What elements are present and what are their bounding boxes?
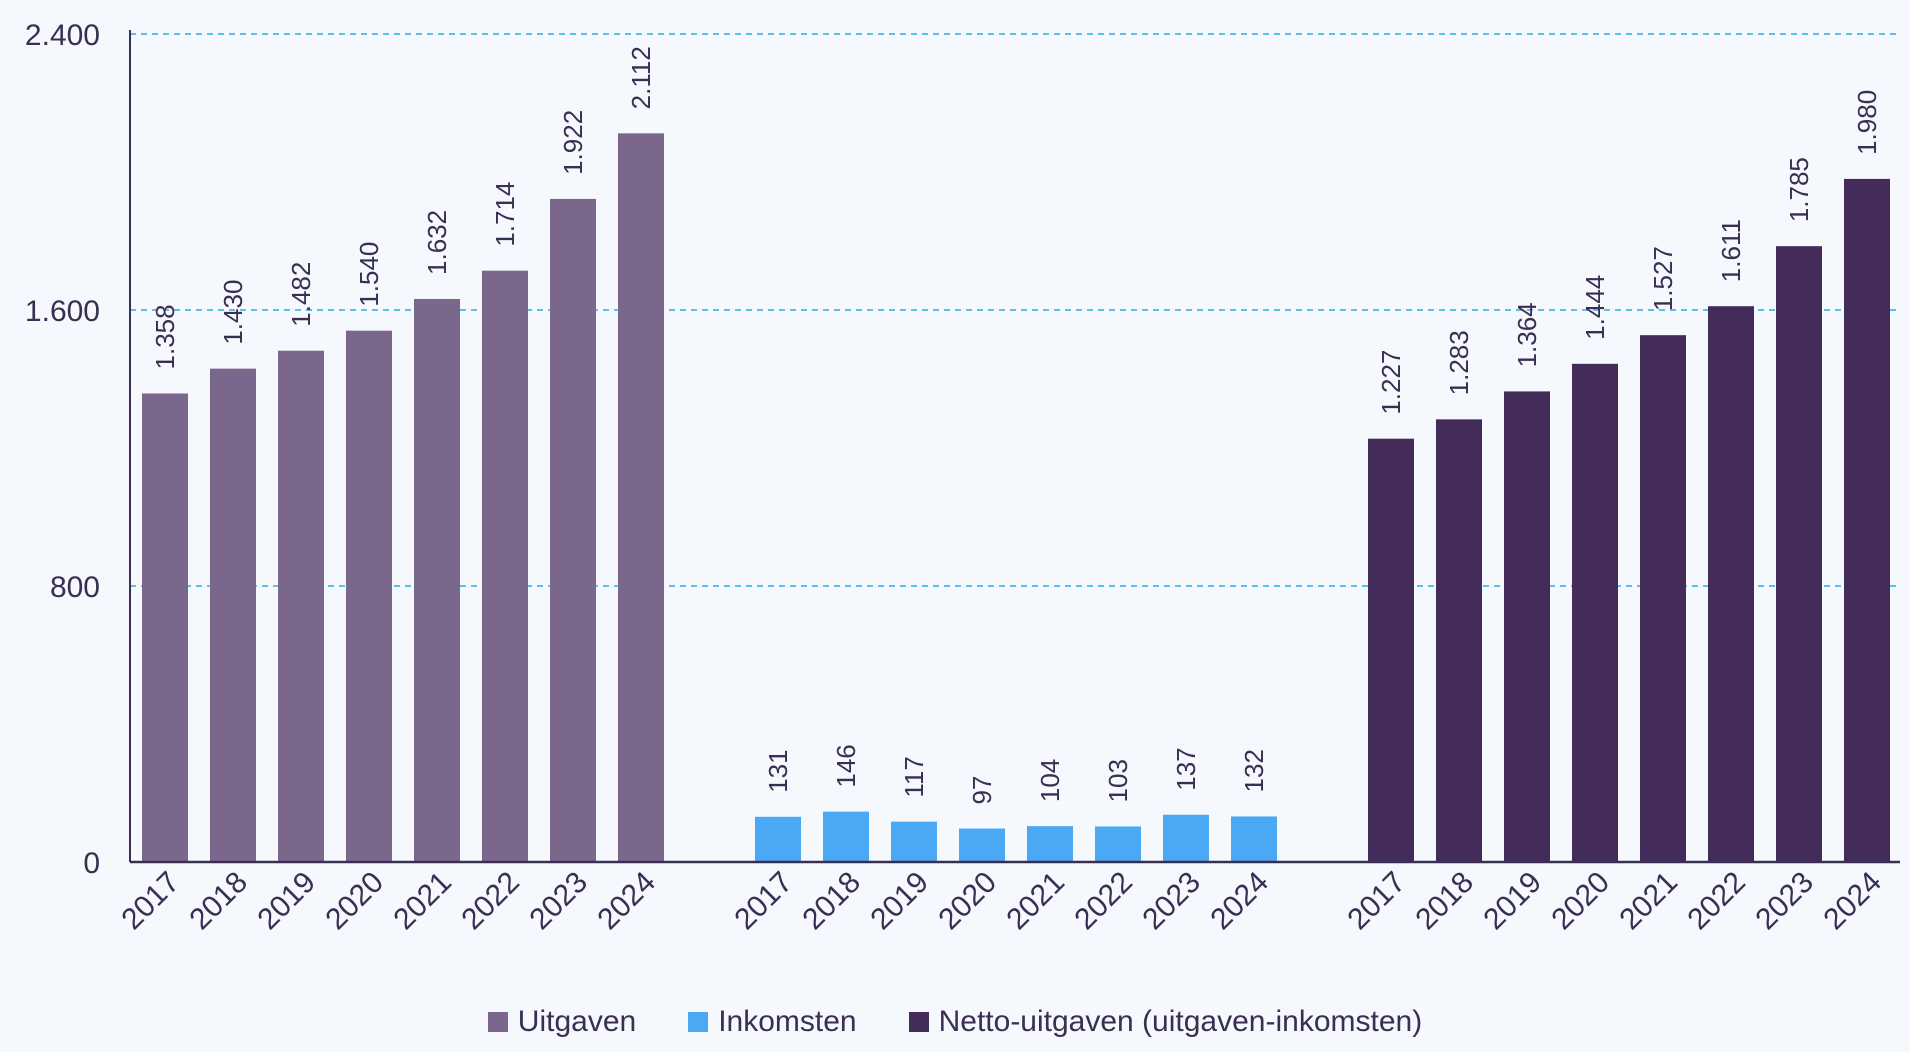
data-label: 97 [967, 776, 997, 805]
y-tick-label: 800 [50, 571, 100, 604]
bar [755, 816, 801, 862]
data-label: 1.980 [1852, 90, 1882, 155]
x-tick-label: 2021 [387, 866, 458, 937]
data-label: 131 [763, 749, 793, 792]
bar [1640, 335, 1686, 862]
bar [1708, 306, 1754, 863]
bar [891, 821, 937, 862]
bar [1776, 246, 1822, 863]
legend: Uitgaven Inkomsten Netto-uitgaven (uitga… [0, 1005, 1910, 1039]
x-tick-label: 2017 [1341, 866, 1412, 937]
legend-label-netto-uitgaven: Netto-uitgaven (uitgaven-inkomsten) [938, 1005, 1423, 1038]
data-label: 1.632 [422, 210, 452, 275]
x-tick-label: 2022 [1068, 866, 1139, 937]
bar [959, 828, 1005, 862]
bar [1368, 438, 1414, 862]
bar [550, 198, 596, 862]
data-label: 117 [899, 756, 929, 797]
bar [823, 811, 869, 862]
data-label: 1.227 [1376, 350, 1406, 415]
data-label: 1.358 [150, 304, 180, 369]
y-tick-label: 0 [83, 847, 100, 880]
data-label: 137 [1171, 747, 1201, 790]
legend-label-uitgaven: Uitgaven [517, 1005, 637, 1038]
x-tick-label: 2018 [183, 866, 254, 937]
data-label: 1.611 [1716, 219, 1746, 282]
x-tick-label: 2021 [1613, 866, 1684, 937]
bar [142, 393, 188, 862]
x-tick-label: 2019 [864, 866, 935, 937]
legend-item-netto-uitgaven: Netto-uitgaven (uitgaven-inkomsten) [908, 1005, 1423, 1039]
x-tick-label: 2023 [523, 866, 594, 937]
data-label: 104 [1035, 759, 1065, 802]
x-tick-label: 2023 [1136, 866, 1207, 937]
data-label: 1.714 [490, 182, 520, 247]
bar [1572, 363, 1618, 862]
legend-swatch-uitgaven [487, 1012, 508, 1032]
data-label: 2.112 [626, 46, 656, 109]
x-tick-label: 2021 [1000, 866, 1071, 937]
data-label: 146 [831, 744, 861, 787]
data-label: 1.364 [1512, 302, 1542, 367]
data-label: 1.283 [1444, 330, 1474, 395]
bar [1504, 391, 1550, 862]
legend-swatch-inkomsten [688, 1012, 709, 1032]
x-tick-label: 2017 [728, 866, 799, 937]
data-label: 1.785 [1784, 157, 1814, 222]
bar [1027, 826, 1073, 862]
data-label: 132 [1239, 749, 1269, 792]
bar [346, 330, 392, 862]
y-tick-label: 2.400 [25, 19, 100, 52]
bar [482, 270, 528, 862]
x-tick-label: 2020 [319, 866, 390, 937]
legend-label-inkomsten: Inkomsten [718, 1005, 857, 1038]
bar [1436, 419, 1482, 862]
x-tick-label: 2018 [1409, 866, 1480, 937]
bar [1163, 814, 1209, 862]
x-tick-label: 2020 [1545, 866, 1616, 937]
x-tick-label: 2022 [1681, 866, 1752, 937]
bar [414, 298, 460, 863]
bar [210, 368, 256, 862]
legend-swatch-netto-uitgaven [908, 1012, 929, 1032]
bar [278, 350, 324, 862]
bar [1231, 816, 1277, 862]
x-tick-label: 2017 [115, 866, 186, 937]
x-tick-label: 2022 [455, 866, 526, 937]
bar-chart: 0 800 1.600 2.400 1.358 2017 1.430 2018 1.482 201… [25, 19, 1900, 937]
x-tick-label: 2019 [251, 866, 322, 937]
data-label: 1.527 [1648, 246, 1678, 311]
bar [618, 133, 664, 863]
bar [1844, 178, 1890, 862]
x-tick-label: 2020 [932, 866, 1003, 937]
data-label: 1.430 [218, 280, 248, 345]
data-label: 1.482 [286, 262, 316, 327]
y-tick-label: 1.600 [25, 295, 100, 328]
x-tick-label: 2024 [591, 866, 662, 937]
x-tick-label: 2024 [1817, 866, 1888, 937]
data-label: 1.444 [1580, 275, 1610, 340]
legend-item-uitgaven: Uitgaven [487, 1005, 637, 1039]
data-label: 103 [1103, 759, 1133, 802]
data-label: 1.922 [558, 110, 588, 175]
data-label: 1.540 [354, 242, 384, 307]
x-tick-label: 2018 [796, 866, 867, 937]
x-tick-label: 2024 [1204, 866, 1275, 937]
legend-item-inkomsten: Inkomsten [688, 1005, 857, 1039]
x-tick-label: 2023 [1749, 866, 1820, 937]
bar [1095, 826, 1141, 862]
x-tick-label: 2019 [1477, 866, 1548, 937]
